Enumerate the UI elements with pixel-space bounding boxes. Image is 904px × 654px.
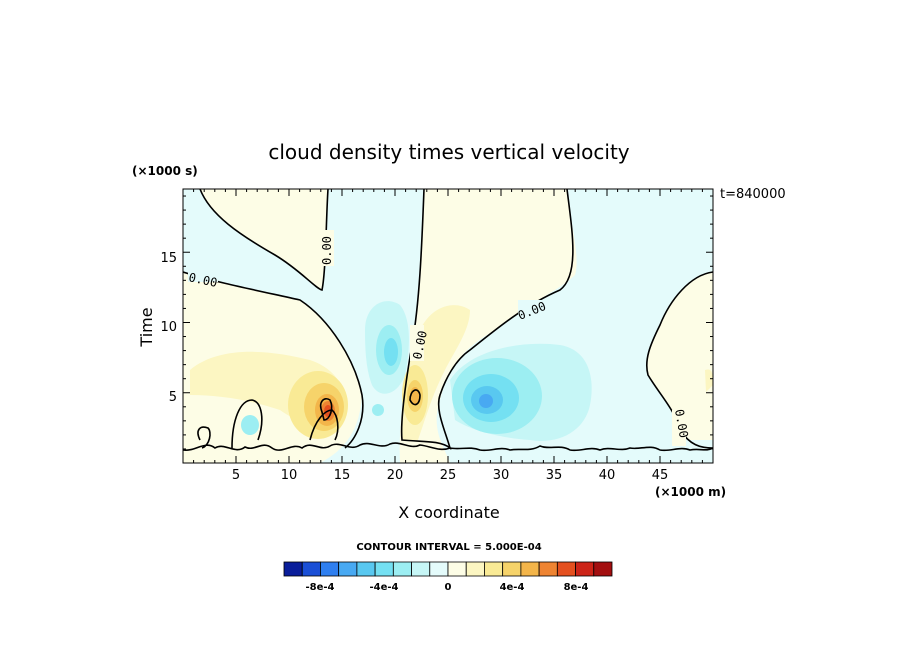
- chart-title: cloud density times vertical velocity: [268, 140, 629, 164]
- contour-interval: CONTOUR INTERVAL = 5.000E-04: [356, 542, 541, 553]
- x-tick-label: 20: [387, 468, 404, 483]
- colorbar-swatch: [338, 561, 358, 577]
- positive-region-right: [646, 272, 713, 440]
- colorbar-swatch: [447, 561, 467, 577]
- colorbar-swatch: [320, 561, 340, 577]
- colorbar-swatch: [484, 561, 504, 577]
- x-tick-labels: 5 10 15 20 25 30 35 40 45: [232, 468, 668, 483]
- y-ticks: [183, 195, 713, 450]
- colorbar-swatch: [520, 561, 540, 577]
- y-units-label: (×1000 s): [132, 164, 198, 178]
- x-tick-label: 5: [232, 468, 240, 483]
- colorbar-label: -4e-4: [370, 582, 399, 593]
- colorbar-swatch: [356, 561, 376, 577]
- colorbar-swatch: [429, 561, 449, 577]
- contour-label-2: 0.00: [187, 270, 218, 290]
- colorbar-swatch: [301, 561, 321, 577]
- colorbar-swatch: [283, 561, 303, 577]
- x-tick-label: 15: [334, 468, 351, 483]
- colorbar-label: 4e-4: [500, 582, 525, 593]
- x-units-label: (×1000 m): [655, 485, 726, 499]
- y-tick-label: 5: [169, 390, 177, 405]
- colorbar-swatch: [593, 561, 613, 577]
- min-ring-upper-b: [384, 338, 398, 366]
- positive-region-center: [399, 189, 577, 463]
- time-stamp: t=840000: [720, 187, 786, 202]
- colorbar-swatch: [556, 561, 576, 577]
- plot-area: [183, 189, 713, 463]
- colorbar-label: -8e-4: [306, 582, 335, 593]
- x-ticks: [193, 189, 703, 463]
- y-tick-label: 15: [160, 251, 177, 266]
- min-ring-lower-d: [479, 394, 493, 408]
- colorbar-swatch: [465, 561, 485, 577]
- positive-blob-right-edge: [705, 369, 713, 392]
- contour-label-3: 0.00: [410, 329, 430, 360]
- colorbar-labels: -8e-4 -4e-4 0 4e-4 8e-4: [306, 582, 589, 593]
- contour-label-1: 0.00: [320, 236, 334, 265]
- positive-region-left: [200, 189, 328, 290]
- small-neg-center: [372, 404, 384, 416]
- colorbar-swatch: [374, 561, 394, 577]
- x-tick-label: 30: [493, 468, 510, 483]
- colorbar-swatch: [575, 561, 595, 577]
- x-tick-label: 45: [652, 468, 669, 483]
- colorbar-label: 8e-4: [564, 582, 589, 593]
- colorbar: [283, 561, 613, 577]
- y-tick-labels: 5 10 15: [160, 251, 177, 405]
- colorbar-swatch: [538, 561, 558, 577]
- colorbar-swatch: [502, 561, 522, 577]
- small-neg-lower-left: [241, 415, 259, 435]
- y-tick-label: 10: [160, 320, 177, 335]
- contour-label-5: 0.00: [672, 408, 691, 439]
- colorbar-label: 0: [445, 582, 452, 593]
- y-axis-label: Time: [137, 307, 156, 347]
- colorbar-swatch: [411, 561, 431, 577]
- x-tick-label: 40: [599, 468, 616, 483]
- x-tick-label: 35: [546, 468, 563, 483]
- x-tick-label: 25: [440, 468, 457, 483]
- colorbar-swatch: [392, 561, 412, 577]
- x-tick-label: 10: [281, 468, 298, 483]
- x-axis-label: X coordinate: [398, 503, 499, 522]
